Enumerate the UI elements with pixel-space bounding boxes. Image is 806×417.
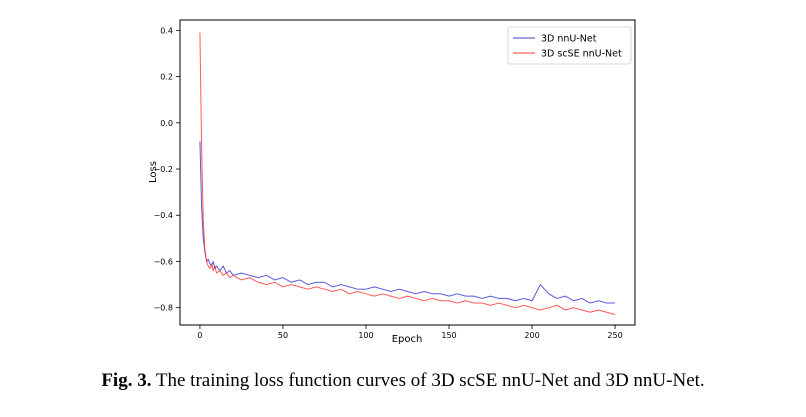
plot-area-frame xyxy=(179,19,636,326)
legend-box xyxy=(507,26,632,65)
y-tick-label: 0.2 xyxy=(160,73,173,82)
series-layer xyxy=(199,32,616,316)
x-tick-label: 50 xyxy=(278,331,288,340)
y-tick-label: 0.0 xyxy=(160,119,173,128)
tick-layer: 0 50 100 150 200 250 0.4 0.2 0.0 −0.2 −0.4 −0.6 −0.8 xyxy=(154,26,623,340)
y-axis-label: Loss xyxy=(148,161,159,183)
loss-chart: 0 50 100 150 200 250 0.4 0.2 0.0 −0.2 −0.4 −0.6 −0.8… xyxy=(148,19,636,345)
y-tick-label: −0.8 xyxy=(154,304,173,313)
x-tick-label: 100 xyxy=(358,331,373,340)
series-line-3d-nnu-net xyxy=(199,141,616,304)
y-tick-label: 0.4 xyxy=(160,26,173,35)
x-tick-label: 150 xyxy=(441,331,456,340)
x-axis-label: Epoch xyxy=(392,334,423,345)
figure-caption-label: Fig. 3. xyxy=(101,370,152,391)
figure-caption: Fig. 3. The training loss function curve… xyxy=(0,370,806,392)
figure-caption-text: The training loss function curves of 3D … xyxy=(155,370,705,391)
y-tick-label: −0.4 xyxy=(154,211,173,220)
series-line-3d-scse-nnu-net xyxy=(199,32,616,316)
y-tick-label: −0.2 xyxy=(154,165,173,174)
legend-label-3d-scse-nnu-net: 3D scSE nnU-Net xyxy=(541,49,622,60)
y-tick-label: −0.6 xyxy=(154,257,173,266)
legend: 3D nnU-Net 3D scSE nnU-Net xyxy=(507,26,632,65)
x-tick-label: 250 xyxy=(607,331,622,340)
x-tick-label: 200 xyxy=(524,331,539,340)
x-tick-label: 0 xyxy=(197,331,202,340)
legend-label-3d-nnu-net: 3D nnU-Net xyxy=(541,34,597,45)
